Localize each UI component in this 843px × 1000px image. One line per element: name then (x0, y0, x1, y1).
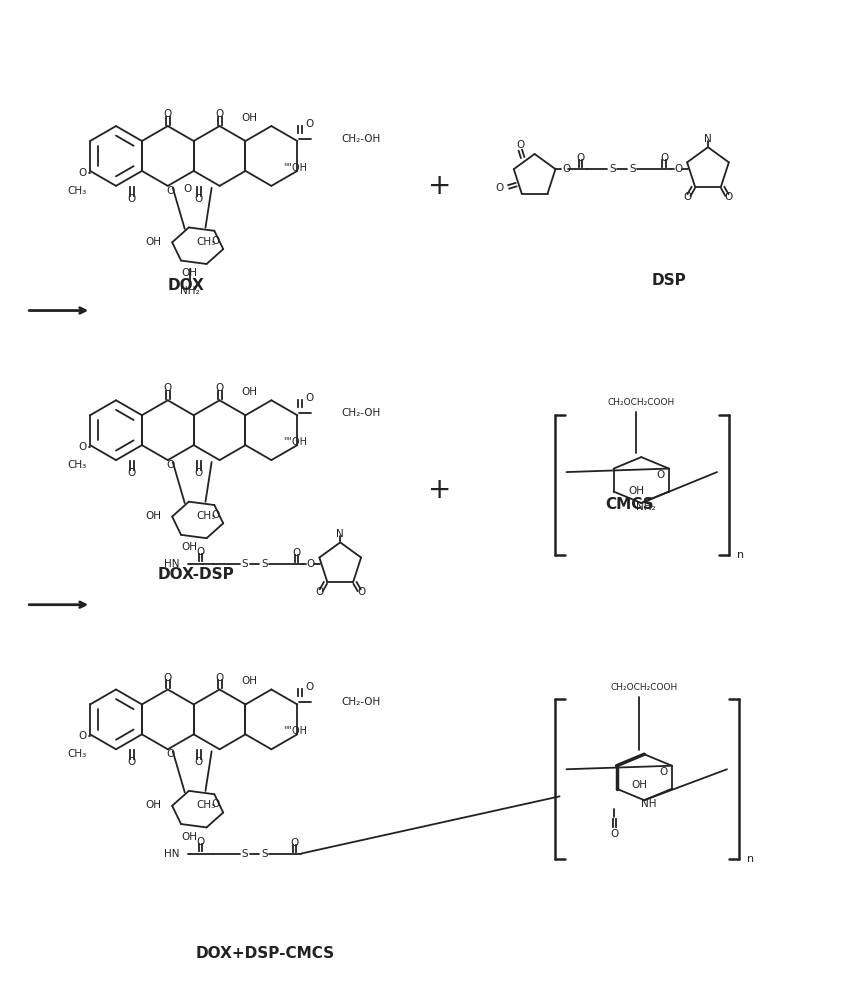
Text: OH: OH (628, 486, 644, 496)
Text: CH₃: CH₃ (196, 800, 215, 810)
Text: O: O (167, 460, 175, 470)
Text: O: O (674, 164, 682, 174)
Text: O: O (164, 383, 172, 393)
Text: CH₂-OH: CH₂-OH (341, 408, 380, 418)
Text: OH: OH (241, 676, 257, 686)
Text: NH₂: NH₂ (180, 286, 200, 296)
Text: CH₂-OH: CH₂-OH (341, 134, 380, 144)
Text: N: N (336, 529, 344, 539)
Text: CH₂OCH₂COOH: CH₂OCH₂COOH (608, 398, 675, 407)
Text: O: O (357, 587, 365, 597)
Text: +: + (428, 172, 452, 200)
Text: CMCS: CMCS (605, 497, 653, 512)
Text: DOX+DSP-CMCS: DOX+DSP-CMCS (196, 946, 335, 961)
Text: OH: OH (631, 780, 647, 790)
Text: S: S (241, 849, 248, 859)
Text: O: O (290, 838, 298, 848)
Text: ""OH: ""OH (283, 726, 308, 736)
Text: O: O (164, 109, 172, 119)
Text: O: O (195, 194, 203, 204)
Text: OH: OH (182, 542, 198, 552)
Text: DOX-DSP: DOX-DSP (158, 567, 234, 582)
Text: O: O (305, 393, 314, 403)
Text: HN: HN (164, 849, 180, 859)
Text: O: O (216, 383, 223, 393)
Text: O: O (610, 829, 619, 839)
Text: CH₃: CH₃ (196, 511, 215, 521)
Text: S: S (609, 164, 615, 174)
Text: O: O (184, 184, 192, 194)
Text: CH₃: CH₃ (68, 460, 87, 470)
Text: O: O (305, 119, 314, 129)
Text: OH: OH (146, 237, 162, 247)
Text: S: S (261, 849, 268, 859)
Text: NH₂: NH₂ (636, 502, 656, 512)
Text: n: n (737, 550, 744, 560)
Text: O: O (659, 767, 668, 777)
Text: O: O (577, 153, 584, 163)
Text: O: O (196, 547, 205, 557)
Text: O: O (79, 168, 87, 178)
Text: OH: OH (146, 800, 162, 810)
Text: O: O (167, 749, 175, 759)
Text: O: O (196, 837, 205, 847)
Text: N: N (704, 134, 711, 144)
Text: O: O (212, 799, 220, 809)
Text: O: O (293, 548, 300, 558)
Text: HN: HN (164, 559, 180, 569)
Text: NH: NH (642, 799, 657, 809)
Text: OH: OH (146, 511, 162, 521)
Text: CH₃: CH₃ (68, 749, 87, 759)
Text: CH₃: CH₃ (196, 237, 215, 247)
Text: O: O (306, 559, 314, 569)
Text: O: O (562, 164, 571, 174)
Text: S: S (629, 164, 636, 174)
Text: O: O (212, 510, 220, 520)
Text: O: O (683, 192, 691, 202)
Text: OH: OH (241, 113, 257, 123)
Text: DOX: DOX (168, 278, 204, 293)
Text: +: + (428, 476, 452, 504)
Text: O: O (128, 468, 136, 478)
Text: O: O (212, 236, 220, 246)
Text: CH₃: CH₃ (68, 186, 87, 196)
Text: O: O (725, 192, 733, 202)
Text: O: O (496, 183, 504, 193)
Text: O: O (79, 442, 87, 452)
Text: OH: OH (241, 387, 257, 397)
Text: O: O (305, 682, 314, 692)
Text: OH: OH (182, 268, 198, 278)
Text: ""OH: ""OH (283, 163, 308, 173)
Text: O: O (195, 757, 203, 767)
Text: O: O (660, 153, 668, 163)
Text: O: O (128, 757, 136, 767)
Text: O: O (79, 731, 87, 741)
Text: OH: OH (182, 832, 198, 842)
Text: O: O (195, 468, 203, 478)
Text: O: O (167, 186, 175, 196)
Text: O: O (216, 673, 223, 683)
Text: O: O (315, 587, 324, 597)
Text: S: S (261, 559, 268, 569)
Text: ""OH: ""OH (283, 437, 308, 447)
Text: O: O (128, 194, 136, 204)
Text: S: S (241, 559, 248, 569)
Text: O: O (216, 109, 223, 119)
Text: CH₂OCH₂COOH: CH₂OCH₂COOH (610, 683, 678, 692)
Text: O: O (516, 140, 524, 150)
Text: n: n (747, 854, 754, 864)
Text: O: O (657, 470, 664, 480)
Text: CH₂-OH: CH₂-OH (341, 697, 380, 707)
Text: O: O (164, 673, 172, 683)
Text: DSP: DSP (652, 273, 686, 288)
